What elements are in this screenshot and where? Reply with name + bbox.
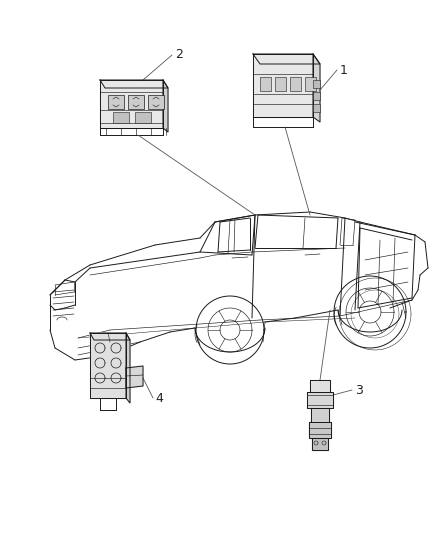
Polygon shape: [309, 422, 331, 438]
Bar: [313, 80, 320, 88]
Bar: [313, 104, 320, 112]
Polygon shape: [90, 333, 130, 340]
Polygon shape: [313, 54, 320, 122]
Polygon shape: [307, 392, 333, 408]
Polygon shape: [126, 333, 130, 403]
Bar: [260, 77, 271, 91]
Polygon shape: [163, 80, 168, 132]
Text: 1: 1: [340, 63, 348, 77]
Polygon shape: [253, 54, 313, 117]
Bar: [128, 95, 144, 109]
Polygon shape: [100, 80, 168, 88]
Bar: [148, 95, 164, 109]
Bar: [290, 77, 301, 91]
Polygon shape: [253, 54, 320, 64]
Polygon shape: [126, 366, 143, 388]
Polygon shape: [310, 380, 330, 392]
Polygon shape: [311, 408, 329, 422]
Text: 4: 4: [155, 392, 163, 405]
Bar: [275, 77, 286, 91]
Polygon shape: [100, 80, 163, 128]
Bar: [313, 92, 320, 100]
Bar: [108, 95, 124, 109]
Bar: [135, 112, 151, 123]
Polygon shape: [90, 333, 126, 398]
Text: 3: 3: [355, 384, 363, 397]
Polygon shape: [312, 438, 328, 450]
Bar: [305, 77, 316, 91]
Text: 2: 2: [175, 49, 183, 61]
Bar: [113, 112, 129, 123]
